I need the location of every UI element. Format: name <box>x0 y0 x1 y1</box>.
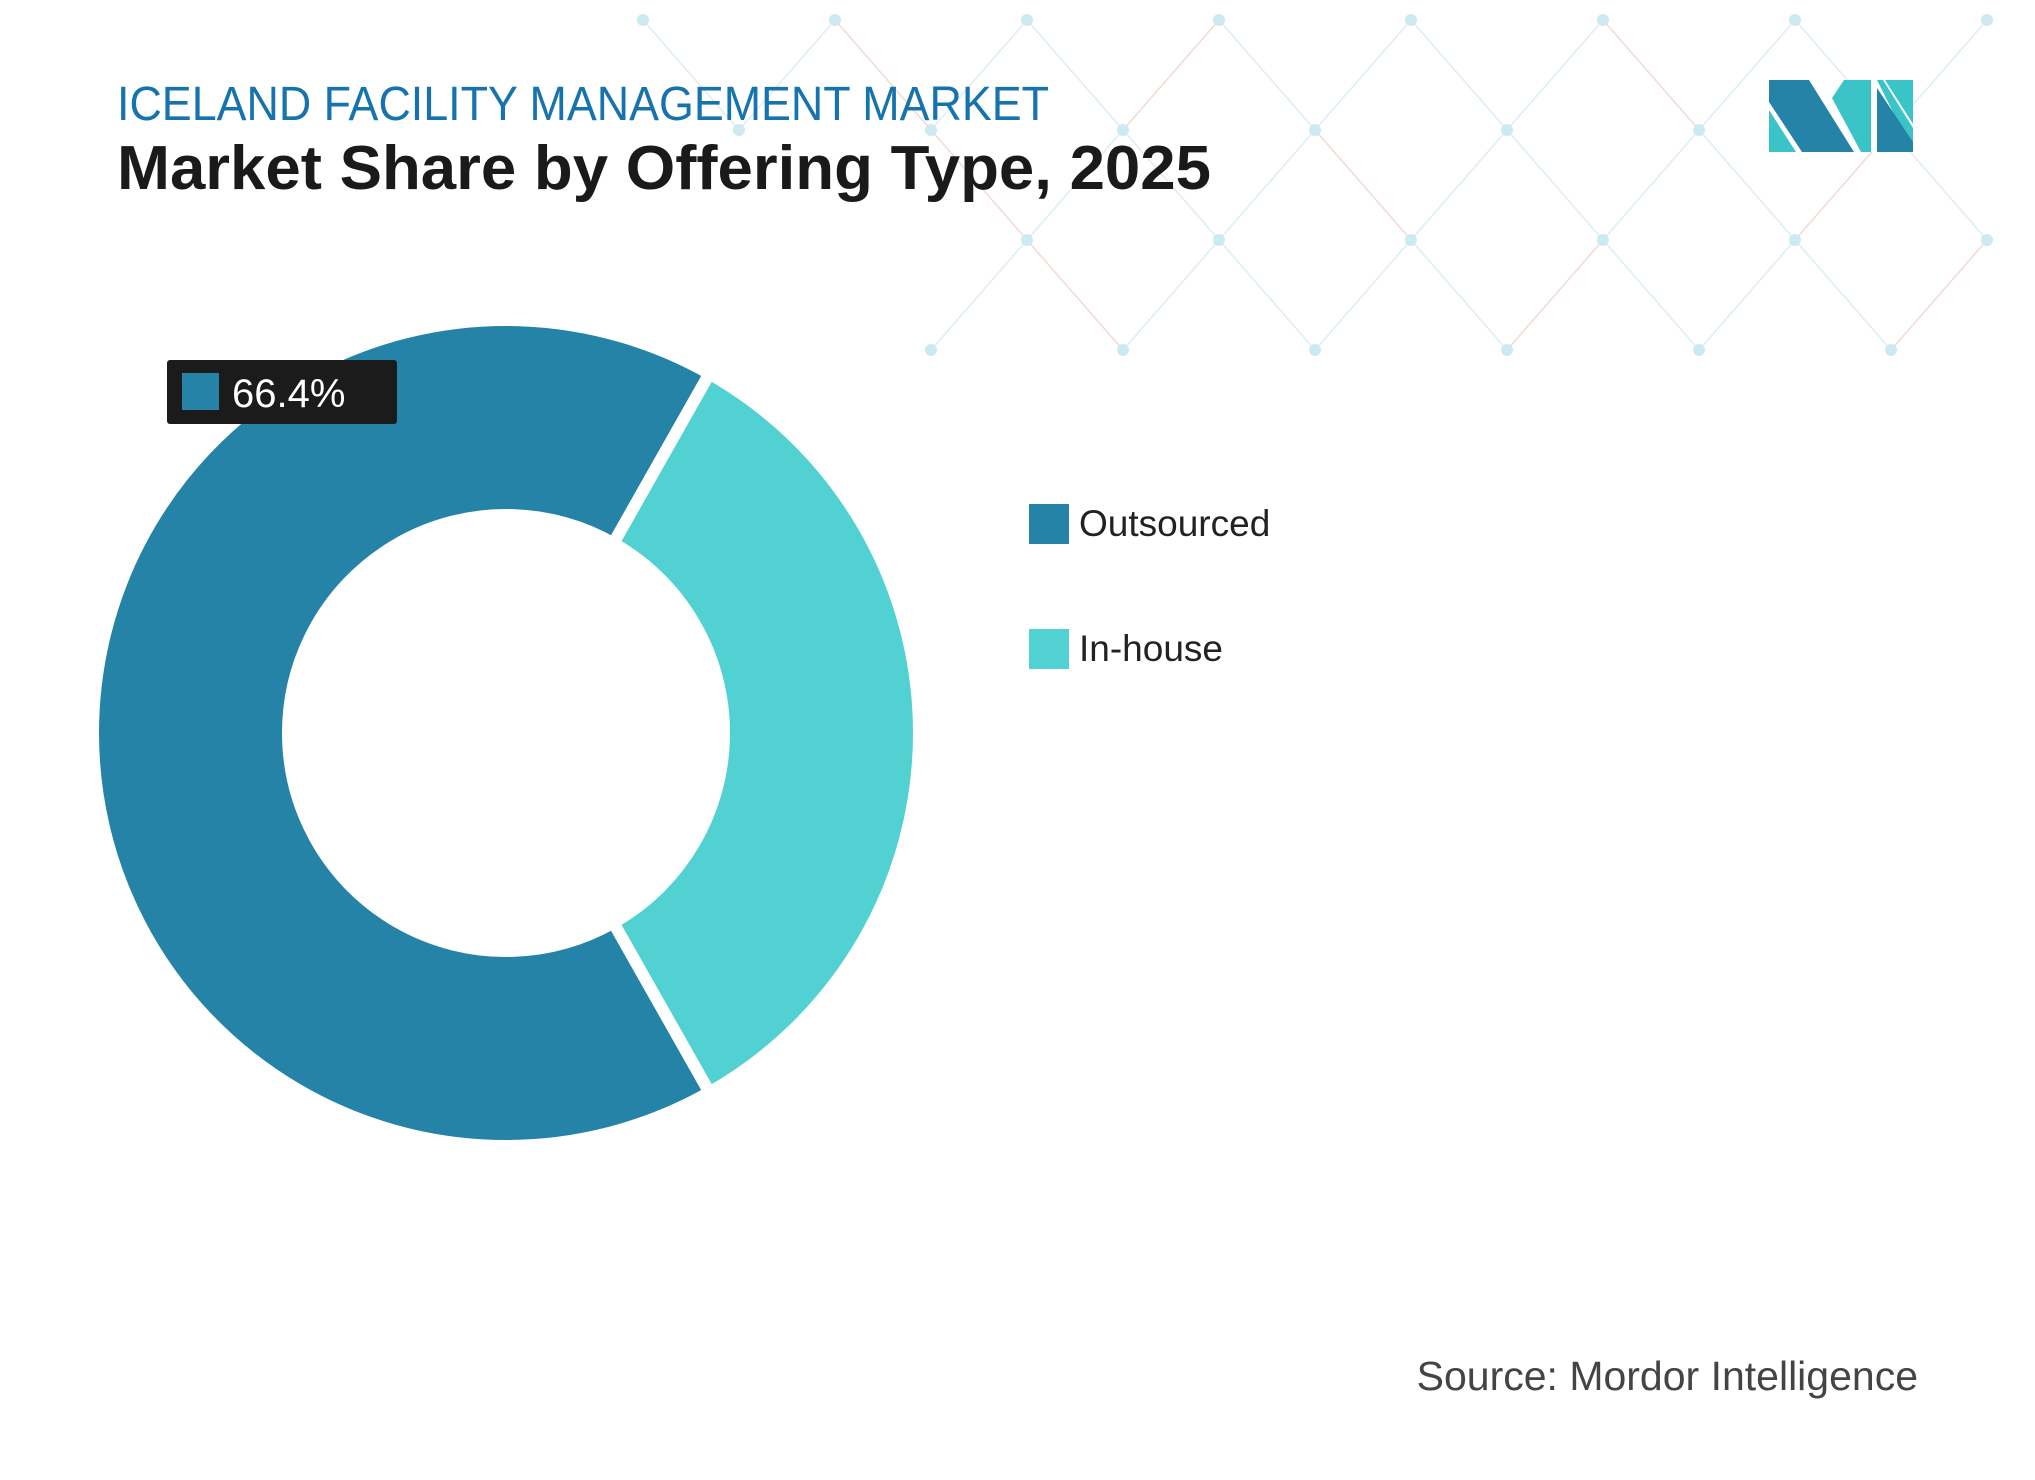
pattern-dot <box>1309 344 1321 356</box>
chart-kicker: ICELAND FACILITY MANAGEMENT MARKET <box>117 78 1049 131</box>
pattern-dot <box>1117 344 1129 356</box>
pattern-dot <box>1501 344 1513 356</box>
pattern-line <box>1122 19 1220 131</box>
pattern-line <box>1026 239 1124 351</box>
pattern-line <box>1506 239 1604 351</box>
pattern-line <box>1122 239 1220 351</box>
data-label-text: 66.4% <box>232 372 345 416</box>
pattern-dot <box>925 124 937 136</box>
data-label-swatch <box>182 373 219 410</box>
donut-slice-outsourced[interactable] <box>87 314 718 1152</box>
pattern-dot <box>1789 14 1801 26</box>
pattern-line <box>1506 19 1604 131</box>
pattern-dot <box>1501 124 1513 136</box>
pattern-dot <box>1789 234 1801 246</box>
legend-item-in-house[interactable]: In-house <box>1029 628 1223 669</box>
pattern-dot <box>1693 124 1705 136</box>
pattern-dot <box>1021 14 1033 26</box>
pattern-dot <box>1885 344 1897 356</box>
pattern-dot <box>829 14 841 26</box>
pattern-line <box>1218 19 1316 131</box>
pattern-line <box>1698 239 1796 351</box>
pattern-dot <box>637 14 649 26</box>
legend-swatch-in-house <box>1029 629 1069 669</box>
pattern-line <box>1410 129 1508 241</box>
pattern-dot <box>1981 234 1993 246</box>
pattern-line <box>738 19 836 131</box>
pattern-line <box>642 19 740 131</box>
legend: Outsourced In-house <box>1029 503 1270 669</box>
pattern-dot <box>1021 234 1033 246</box>
pattern-line <box>1698 129 1796 241</box>
pattern-line <box>1314 129 1412 241</box>
pattern-line <box>1314 239 1412 351</box>
legend-item-outsourced[interactable]: Outsourced <box>1029 503 1270 544</box>
pattern-line <box>1314 19 1412 131</box>
donut-slice-in-house[interactable] <box>605 365 926 1101</box>
pattern-line <box>1218 129 1316 241</box>
donut-chart <box>87 314 926 1152</box>
pattern-line <box>1410 239 1508 351</box>
pattern-line <box>1218 239 1316 351</box>
pattern-dot <box>1309 124 1321 136</box>
pattern-dot <box>1117 124 1129 136</box>
pattern-dot <box>1213 234 1225 246</box>
pattern-line <box>930 19 1028 131</box>
source-note: Source: Mordor Intelligence <box>1417 1353 1918 1399</box>
pattern-line <box>1698 19 1796 131</box>
pattern-line <box>834 19 932 131</box>
pattern-line <box>1794 239 1892 351</box>
legend-label-outsourced: Outsourced <box>1079 503 1270 544</box>
pattern-dot <box>1405 14 1417 26</box>
pattern-line <box>930 129 1028 241</box>
pattern-dot <box>1693 344 1705 356</box>
pattern-line <box>1602 129 1700 241</box>
pattern-line <box>1026 129 1124 241</box>
pattern-line <box>1122 129 1220 241</box>
pattern-line <box>1410 19 1508 131</box>
pattern-dot <box>925 344 937 356</box>
background-network-pattern <box>637 14 1993 356</box>
pattern-line <box>1602 19 1700 131</box>
legend-label-in-house: In-house <box>1079 628 1223 669</box>
pattern-dot <box>1405 234 1417 246</box>
pattern-line <box>1890 239 1988 351</box>
pattern-dot <box>1981 14 1993 26</box>
pattern-line <box>1026 19 1124 131</box>
chart-title: Market Share by Offering Type, 2025 <box>117 134 1211 203</box>
pattern-dot <box>1597 14 1609 26</box>
pattern-line <box>1602 239 1700 351</box>
pattern-line <box>930 239 1028 351</box>
data-label-outsourced: 66.4% <box>167 360 397 424</box>
pattern-dot <box>1213 14 1225 26</box>
pattern-dot <box>733 124 745 136</box>
brand-logo <box>1769 80 1913 152</box>
pattern-line <box>1506 129 1604 241</box>
legend-swatch-outsourced <box>1029 504 1069 544</box>
pattern-dot <box>1597 234 1609 246</box>
